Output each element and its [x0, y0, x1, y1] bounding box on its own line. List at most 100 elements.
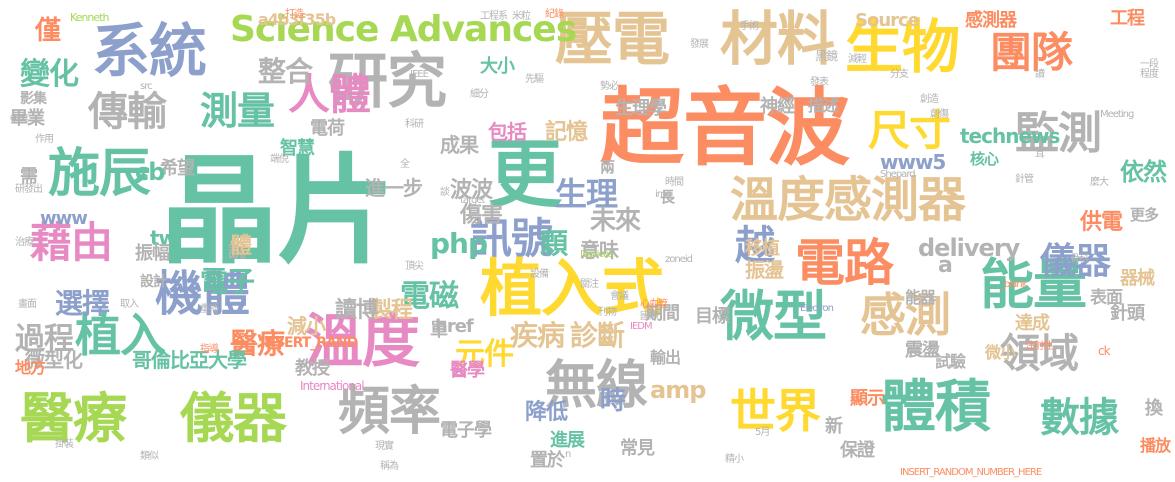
cloud-word-52: 神經 [760, 96, 795, 117]
cloud-word-cb-110: cb [135, 158, 165, 186]
cloud-word-78: 教授 [295, 358, 330, 379]
cloud-word-5-186: 5月 [755, 427, 770, 438]
cloud-word-40: 核心 [970, 150, 999, 168]
cloud-word-115: 設計 [140, 274, 167, 290]
cloud-word-96: 進展 [550, 430, 585, 451]
cloud-word-62: 波波 [450, 178, 493, 203]
cloud-word-143: 作用 [35, 134, 54, 145]
cloud-word-13: 傳輸 [88, 89, 167, 135]
cloud-word-70: 電磁 [400, 279, 459, 314]
cloud-word-14: 測量 [200, 89, 275, 133]
cloud-word-116: 體 [230, 234, 252, 259]
cloud-word-26: 溫度 [305, 307, 420, 375]
cloud-word-71: 選擇 [55, 287, 110, 320]
cloud-word-126: 打造 [285, 9, 304, 20]
cloud-word-132: 黑鏡 [815, 49, 838, 63]
cloud-word-49: 感測器 [965, 10, 1017, 31]
cloud-word-tw-111: tw [150, 226, 177, 250]
cloud-word-162: 刊物 [598, 307, 617, 318]
cloud-word-shepard-152: Shepard [880, 169, 916, 180]
cloud-word-114: 說 [228, 241, 246, 262]
cloud-word-delivery-44: delivery [918, 234, 1020, 262]
cloud-word-158: 骨科 [1070, 254, 1089, 265]
cloud-word-blank-157: _blank [1000, 279, 1027, 290]
cloud-word-45: 器械 [1120, 268, 1155, 289]
cloud-word-19: 能量 [980, 253, 1087, 316]
cloud-word-34: 無線 [545, 356, 648, 416]
cloud-word-107: 智慧 [280, 138, 315, 159]
cloud-word-international-168: International [300, 379, 365, 393]
cloud-word-58: 成果 [440, 133, 479, 157]
cloud-word-24: 植入式 [480, 252, 664, 325]
cloud-word-176: 一段 [1140, 59, 1159, 70]
cloud-word-76: 微型化 [25, 348, 83, 372]
cloud-word-5: 生物 [845, 13, 960, 81]
cloud-word-zoneid-156: zoneid [665, 254, 693, 265]
cloud-word-a-122: a [938, 253, 953, 278]
cloud-word-130: 發展 [690, 39, 709, 50]
cloud-word-178: 注射性 [1025, 341, 1053, 352]
cloud-word-128: 米粒 [512, 11, 531, 22]
cloud-word-146: 研發出 [15, 184, 43, 195]
cloud-word-55: 電荷 [310, 118, 345, 139]
cloud-word-113: 需 [20, 166, 38, 187]
cloud-word-75: 過程 [15, 322, 74, 357]
cloud-word-127: 工程系 [480, 11, 508, 22]
cloud-word-57: 記憶 [545, 120, 588, 145]
cloud-word-60: 未來 [590, 206, 641, 236]
cloud-word-ieee-134: IEEE [410, 69, 429, 80]
cloud-word-insert-rand-166: INSERT_RAND [260, 335, 358, 351]
cloud-word-amp-92: amp [650, 376, 706, 404]
cloud-word-target-148: target [460, 195, 485, 206]
cloud-word-61: 進一步 [365, 176, 423, 200]
cloud-word-181: 談 [440, 187, 450, 198]
cloud-word-177: 程度 [1140, 69, 1159, 80]
cloud-word-74: 醫療 [230, 327, 285, 360]
cloud-word-112: 振幅 [135, 243, 170, 264]
cloud-word-103: 僅 [35, 16, 61, 46]
cloud-word-87: 震盪 [905, 340, 940, 361]
cloud-word-php-64: php [430, 227, 488, 260]
cloud-word-136: 細分 [470, 89, 489, 100]
cloud-word-106: 畢業 [10, 108, 45, 129]
cloud-word-120: 長 [660, 188, 675, 206]
cloud-word-93: 時 [600, 386, 626, 416]
cloud-word-30: 領域 [1000, 331, 1079, 377]
cloud-word-35: 世界 [730, 384, 821, 438]
cloud-word-77: 哥倫比亞大學 [132, 348, 247, 372]
cloud-word-160: 取入 [120, 299, 139, 310]
cloud-word-43: 更多 [1130, 206, 1159, 224]
cloud-word-187: 精小 [725, 454, 744, 465]
cloud-word-www5-39: www5 [880, 150, 946, 174]
cloud-word-img-150: img [655, 189, 672, 200]
cloud-word-9: 團隊 [990, 28, 1073, 77]
cloud-word-science-advances-8: Science Advances [230, 9, 577, 50]
cloud-word-131: 手術 [740, 21, 759, 32]
cloud-word-144: 端倪 [270, 154, 289, 165]
cloud-word-149: 頂尖 [405, 261, 424, 272]
cloud-word-2: 更 [488, 132, 562, 218]
cloud-word-105: 影集 [20, 91, 47, 107]
cloud-word-59: 生理 [555, 175, 618, 213]
cloud-word-100: 保證 [840, 440, 875, 461]
cloud-word-37: 數據 [1040, 395, 1119, 441]
cloud-word-31: 醫療 [20, 387, 127, 450]
cloud-word-135: 先驅 [525, 74, 544, 85]
cloud-word-83: 目標 [695, 306, 730, 327]
cloud-word-7: 研究 [328, 47, 447, 117]
cloud-word-25: 機體 [155, 266, 250, 322]
cloud-word-153: 針管 [1015, 174, 1034, 185]
cloud-word-155: 設備 [530, 269, 549, 280]
cloud-word-electron-164: Electron [800, 303, 834, 314]
cloud-word-36: 體積 [880, 375, 991, 440]
cloud-word-167: 指導 [200, 344, 219, 355]
cloud-word-12: 監測 [1015, 108, 1102, 159]
cloud-word-22: 訊號 [470, 214, 553, 263]
cloud-word-119: 地方 [15, 358, 46, 377]
cloud-word-50: 工程 [1110, 8, 1145, 29]
cloud-word-163: 心血管 [640, 299, 668, 310]
cloud-word-145: 科研 [405, 119, 424, 130]
cloud-word-href-123: href [435, 316, 474, 337]
cloud-word-98: 置於 [530, 450, 565, 471]
